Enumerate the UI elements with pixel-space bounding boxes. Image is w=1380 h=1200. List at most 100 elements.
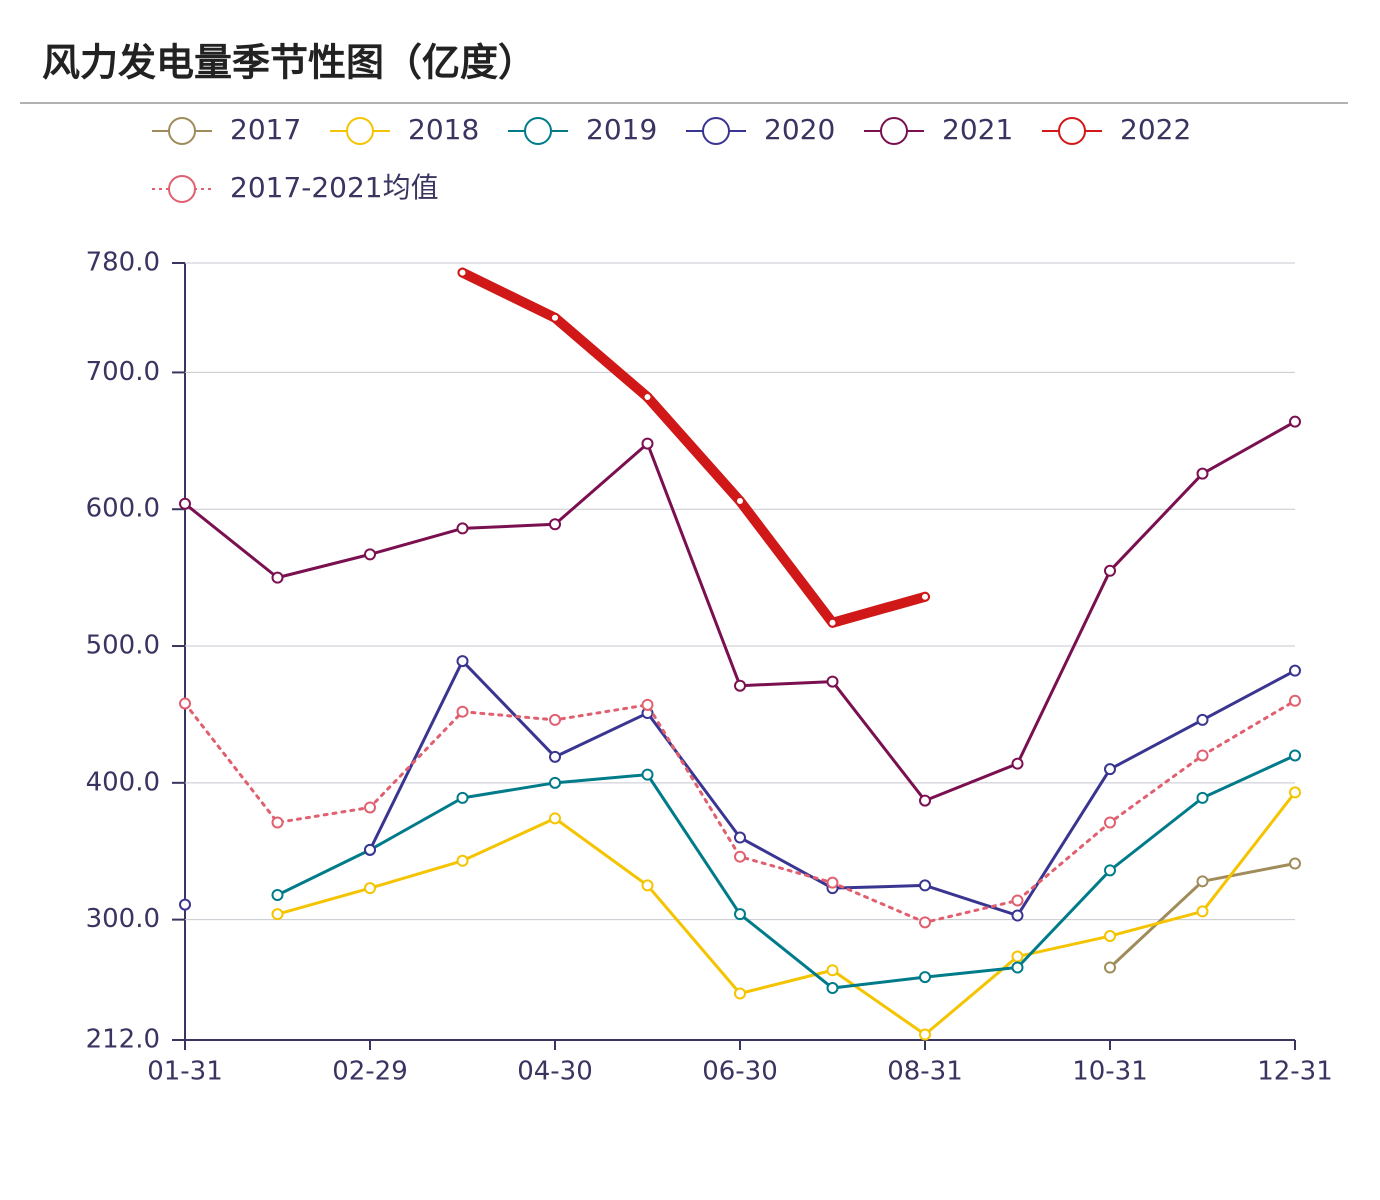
- data-point: [1011, 909, 1024, 922]
- data-point: [1104, 864, 1116, 877]
- data-point: [271, 908, 284, 921]
- data-point: [1011, 950, 1024, 963]
- legend-label: 2018: [408, 113, 479, 146]
- data-point: [641, 879, 654, 892]
- series-line: [276, 753, 1297, 990]
- legend-label: 2021: [942, 113, 1013, 146]
- data-point: [919, 879, 931, 892]
- x-tick-label: 06-30: [702, 1057, 778, 1087]
- series-line: [457, 267, 930, 628]
- y-tick-label: 780.0: [86, 248, 160, 278]
- legend-marker: [1058, 117, 1086, 145]
- x-tick-label: 02-29: [332, 1057, 408, 1087]
- data-point: [1289, 664, 1301, 677]
- data-point: [364, 801, 376, 814]
- data-point: [1196, 467, 1209, 480]
- data-point: [1104, 763, 1116, 776]
- data-point: [1104, 930, 1116, 943]
- y-tick-label: 212.0: [86, 1025, 160, 1055]
- data-point: [364, 882, 376, 895]
- data-point: [826, 982, 839, 995]
- series-line: [183, 699, 1297, 924]
- data-point: [1011, 961, 1024, 974]
- data-point: [271, 816, 284, 829]
- data-point: [826, 876, 839, 889]
- data-point: [1289, 694, 1301, 707]
- data-point: [456, 791, 469, 804]
- data-point: [919, 794, 931, 807]
- data-point: [364, 548, 376, 561]
- y-tick-label: 700.0: [86, 357, 160, 387]
- x-tick-label: 10-31: [1072, 1057, 1148, 1087]
- data-point: [549, 518, 561, 531]
- data-point: [1196, 791, 1209, 804]
- data-point: [1196, 713, 1209, 726]
- x-tick-label: 12-31: [1257, 1057, 1333, 1087]
- data-point: [1104, 961, 1116, 974]
- data-point: [1289, 415, 1301, 428]
- legend-marker: [168, 117, 196, 145]
- data-point: [734, 679, 746, 692]
- legend-marker: [524, 117, 552, 145]
- legend-label: 2022: [1120, 113, 1191, 146]
- data-point: [456, 705, 469, 718]
- data-point: [456, 655, 469, 668]
- data-point: [1196, 875, 1209, 888]
- data-point: [179, 497, 191, 510]
- legend-label: 2020: [764, 113, 835, 146]
- legend-marker: [168, 175, 196, 203]
- data-point: [734, 908, 746, 921]
- series-line: [276, 790, 1297, 1037]
- legend-marker: [880, 117, 908, 145]
- data-point: [826, 964, 839, 977]
- data-point: [734, 850, 746, 863]
- data-point: [919, 971, 931, 984]
- data-point: [271, 888, 284, 901]
- data-point: [1289, 749, 1301, 762]
- data-point: [1104, 564, 1116, 577]
- data-point: [456, 522, 469, 535]
- y-tick-label: 300.0: [86, 904, 160, 934]
- data-point: [457, 267, 468, 278]
- data-point: [1104, 816, 1116, 829]
- series-line: [183, 420, 1297, 803]
- data-point: [641, 437, 654, 450]
- data-point: [179, 697, 191, 710]
- data-point: [919, 916, 931, 929]
- data-point: [364, 843, 376, 856]
- data-point: [1196, 905, 1209, 918]
- data-point: [920, 591, 930, 602]
- data-point: [549, 750, 561, 763]
- data-point: [1289, 786, 1301, 799]
- y-tick-label: 600.0: [86, 494, 160, 524]
- y-tick-label: 400.0: [86, 767, 160, 797]
- chart-title: 风力发电量季节性图（亿度）: [42, 41, 536, 85]
- data-point: [641, 698, 654, 711]
- data-point: [549, 776, 561, 789]
- data-point: [456, 854, 469, 867]
- data-point: [1011, 757, 1024, 770]
- data-point: [827, 617, 838, 628]
- data-point: [919, 1028, 931, 1041]
- data-point: [735, 496, 745, 507]
- legend-marker: [346, 117, 374, 145]
- data-point: [549, 713, 561, 726]
- legend-label: 2019: [586, 113, 657, 146]
- legend-label: 2017: [230, 113, 301, 146]
- y-tick-label: 500.0: [86, 631, 160, 661]
- data-point: [179, 898, 191, 911]
- data-point: [1011, 894, 1024, 907]
- data-point: [271, 571, 284, 584]
- data-point: [734, 987, 746, 1000]
- data-point: [1289, 857, 1301, 870]
- data-point: [642, 392, 653, 403]
- data-point: [826, 675, 839, 688]
- data-point: [550, 312, 560, 323]
- legend-label: 2017-2021均值: [230, 171, 439, 204]
- legend-marker: [702, 117, 730, 145]
- x-tick-label: 04-30: [517, 1057, 593, 1087]
- data-point: [549, 812, 561, 825]
- x-tick-label: 01-31: [147, 1057, 223, 1087]
- data-point: [641, 768, 654, 781]
